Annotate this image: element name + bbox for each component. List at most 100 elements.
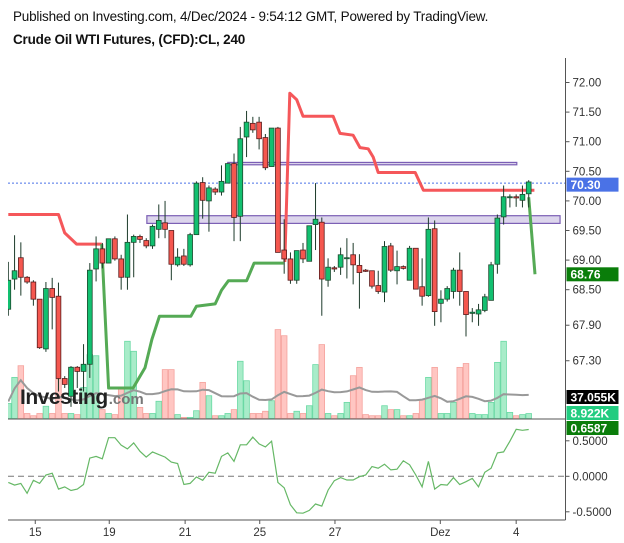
volume-bar xyxy=(199,381,206,419)
candle-body xyxy=(243,121,250,138)
volume-bar xyxy=(356,366,363,419)
candle xyxy=(444,286,450,302)
candle-body xyxy=(224,163,231,184)
volume-badge-text: 8.922K xyxy=(571,406,610,420)
candle xyxy=(463,291,469,337)
volume-bar xyxy=(462,363,470,419)
axes: 72.00 71.50 71.00 70.50 70.00 69.50 69.00 68.50… xyxy=(8,58,612,539)
candle-body xyxy=(212,188,219,193)
oscillator-badge-bg xyxy=(566,421,619,435)
candle xyxy=(356,254,363,309)
candle xyxy=(318,217,325,316)
candle xyxy=(218,165,225,196)
candle xyxy=(431,220,438,326)
x-tick-label: 21 xyxy=(179,527,192,539)
candle xyxy=(438,290,444,323)
volume-bar xyxy=(262,410,269,419)
volume-bar xyxy=(306,405,313,419)
candle xyxy=(519,185,526,208)
volume-ma-badge: 37.055K xyxy=(566,390,619,404)
x-tick-label: 25 xyxy=(253,527,266,539)
candle xyxy=(387,242,394,272)
candle-body xyxy=(312,218,319,225)
x-tick-label: 4 xyxy=(513,527,520,539)
volume-bar xyxy=(136,406,144,419)
candle xyxy=(43,282,49,352)
support-badge-bg xyxy=(566,267,619,282)
support-badge: 68.76 xyxy=(566,267,619,282)
candle xyxy=(262,134,269,171)
candle-body xyxy=(419,286,425,297)
candle xyxy=(494,214,501,274)
candle xyxy=(18,242,24,296)
candle-body xyxy=(450,269,457,292)
zone-band xyxy=(146,215,561,224)
candle xyxy=(187,232,193,267)
volume-bar xyxy=(506,411,514,419)
volume-bar xyxy=(475,414,482,419)
candle xyxy=(74,366,81,388)
volume-bar xyxy=(237,360,244,419)
candle-body xyxy=(431,228,438,313)
volume-bar xyxy=(149,413,156,419)
candle-body xyxy=(456,269,463,292)
candle-body xyxy=(61,378,68,385)
volume-bar xyxy=(343,401,351,419)
candle-body xyxy=(369,270,375,287)
candle xyxy=(181,248,187,267)
candle xyxy=(325,258,331,287)
candle xyxy=(350,242,356,285)
candle-body xyxy=(181,255,187,265)
candle-body xyxy=(124,241,131,278)
y-tick-label: 67.90 xyxy=(573,320,602,332)
candle-body xyxy=(507,196,513,199)
candle xyxy=(375,270,382,294)
candle xyxy=(243,110,250,158)
candle xyxy=(281,219,287,274)
y-tick-label: 70.00 xyxy=(573,196,602,208)
support-badge-text: 68.76 xyxy=(571,268,601,282)
volume-bar xyxy=(205,395,213,419)
candle xyxy=(469,308,476,323)
candle-body xyxy=(287,258,294,281)
candle-body xyxy=(155,220,162,230)
candle-body xyxy=(187,234,193,266)
candle xyxy=(93,236,99,282)
volume-bar xyxy=(180,416,188,419)
volume-bar xyxy=(243,380,250,419)
volume-bar xyxy=(387,409,394,419)
candle-body xyxy=(394,266,400,272)
volume-bar xyxy=(418,399,426,419)
candle-body xyxy=(68,366,74,397)
candle xyxy=(362,268,369,272)
volume-bar xyxy=(406,415,413,419)
candle xyxy=(49,277,55,330)
candle xyxy=(118,254,124,290)
candle xyxy=(425,217,432,297)
candle-body xyxy=(475,309,482,315)
volume-ma-badge-bg xyxy=(566,390,619,404)
volume-bar xyxy=(362,414,369,419)
candle-body xyxy=(268,127,275,167)
volume-bar xyxy=(230,409,238,419)
candle-body xyxy=(463,291,469,315)
candle-body xyxy=(93,248,99,270)
osc-y-tick-label: 0.5000 xyxy=(573,436,608,448)
volume-bar xyxy=(67,413,75,419)
candle-body xyxy=(275,127,281,253)
volume-bar xyxy=(36,413,43,419)
candle xyxy=(137,234,143,243)
candle xyxy=(306,225,313,262)
volume-bar xyxy=(99,409,106,419)
volume-bar xyxy=(74,414,81,419)
candle xyxy=(268,127,275,167)
candle-body xyxy=(118,258,124,278)
volume-bar xyxy=(512,415,520,419)
volume-bar xyxy=(494,361,501,419)
volume-bar xyxy=(500,340,507,419)
volume-bar xyxy=(193,410,200,419)
candle xyxy=(224,163,231,184)
volume-bar xyxy=(400,415,407,419)
volume-bar xyxy=(8,403,12,419)
